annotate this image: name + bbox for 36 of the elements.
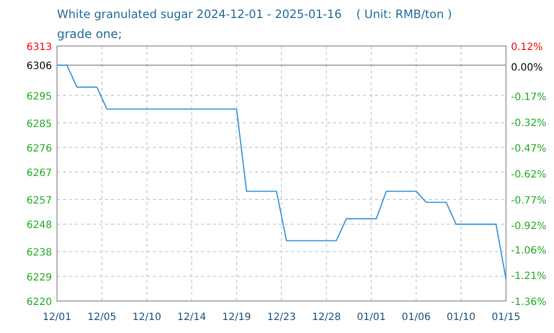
y2-tick-label: -0.47% bbox=[511, 144, 546, 155]
y-tick-label: 6248 bbox=[26, 220, 52, 232]
y2-tick-label: 0.00% bbox=[511, 62, 543, 74]
y2-tick-label: -1.21% bbox=[511, 271, 546, 282]
x-tick-label: 01/15 bbox=[492, 312, 520, 323]
y2-tick-label: -0.92% bbox=[511, 221, 546, 232]
x-tick-label: 12/28 bbox=[312, 312, 341, 323]
x-tick-label: 12/01 bbox=[42, 312, 72, 323]
y2-tick-label: -0.32% bbox=[511, 118, 546, 129]
y2-tick-label: -0.17% bbox=[511, 92, 546, 103]
line-series bbox=[56, 64, 507, 280]
y-tick-label: 6229 bbox=[26, 272, 52, 284]
y-tick-label: 6276 bbox=[26, 143, 52, 154]
x-tick-label: 12/05 bbox=[87, 312, 116, 323]
y-tick-label: 6257 bbox=[26, 196, 52, 207]
y2-tick-label: -0.62% bbox=[511, 170, 546, 180]
x-tick-label: 01/01 bbox=[356, 312, 386, 323]
y2-tick-label: -1.06% bbox=[511, 245, 546, 256]
y2-tick-label: -0.77% bbox=[511, 195, 546, 206]
chart-subtitle: grade one; bbox=[57, 27, 122, 41]
x-tick-label: 01/06 bbox=[402, 312, 431, 323]
y2-tick-label: 0.12% bbox=[511, 42, 543, 53]
x-tick-label: 01/10 bbox=[446, 312, 476, 323]
ref-line-label: 6306 bbox=[26, 61, 52, 72]
y-tick-label: 6238 bbox=[26, 248, 52, 259]
y2-tick-label: -1.36% bbox=[511, 297, 546, 308]
y-tick-label: 6220 bbox=[26, 297, 52, 308]
y-tick-label: 6267 bbox=[26, 168, 52, 180]
x-tick-label: 12/14 bbox=[177, 312, 206, 323]
y-tick-label: 6285 bbox=[26, 118, 52, 130]
y-tick-label: 6295 bbox=[26, 91, 52, 102]
chart-title: White granulated sugar 2024-12-01 - 2025-01-16 ( Unit: RMB/ton ) bbox=[57, 7, 452, 21]
x-tick-label: 12/19 bbox=[222, 312, 252, 323]
x-tick-label: 12/10 bbox=[132, 312, 162, 323]
y-tick-label: 6313 bbox=[26, 42, 52, 53]
x-tick-label: 12/23 bbox=[267, 312, 296, 323]
